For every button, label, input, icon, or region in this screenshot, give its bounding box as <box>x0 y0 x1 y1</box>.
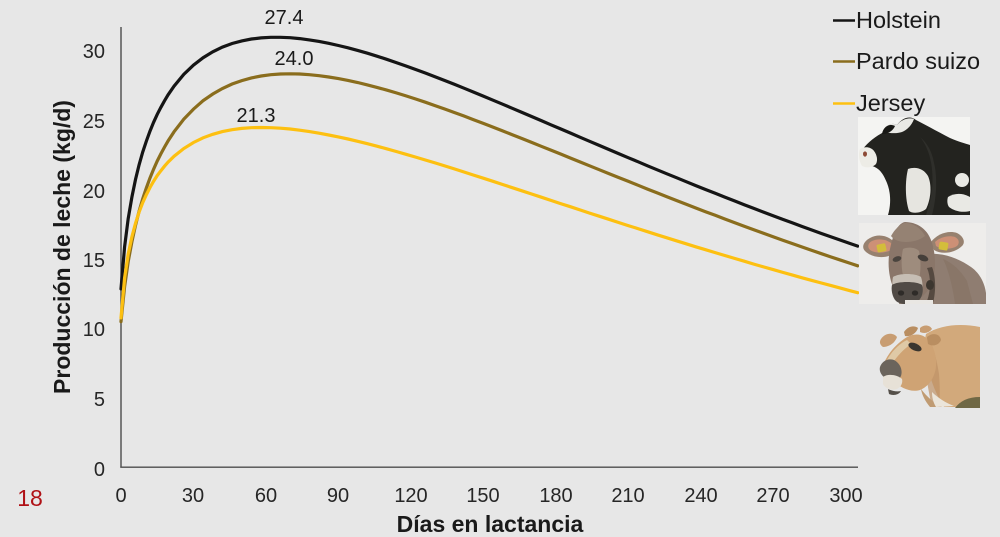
svg-text:Holstein: Holstein <box>856 7 941 33</box>
svg-text:60: 60 <box>255 485 277 507</box>
svg-text:15: 15 <box>83 250 105 272</box>
svg-text:21.3: 21.3 <box>237 105 276 127</box>
svg-text:18: 18 <box>17 485 43 511</box>
svg-text:Producción de leche (kg/d): Producción de leche (kg/d) <box>49 100 75 394</box>
svg-text:Días en lactancia: Días en lactancia <box>397 511 584 537</box>
svg-text:10: 10 <box>83 319 105 341</box>
svg-text:Pardo suizo: Pardo suizo <box>856 48 980 74</box>
svg-text:30: 30 <box>83 41 105 63</box>
svg-text:210: 210 <box>611 485 644 507</box>
svg-text:300: 300 <box>829 485 862 507</box>
svg-text:5: 5 <box>94 389 105 411</box>
svg-text:27.4: 27.4 <box>265 7 304 29</box>
svg-text:24.0: 24.0 <box>275 48 314 70</box>
svg-text:0: 0 <box>115 485 126 507</box>
svg-text:270: 270 <box>756 485 789 507</box>
svg-text:120: 120 <box>394 485 427 507</box>
svg-text:0: 0 <box>94 459 105 481</box>
svg-text:240: 240 <box>684 485 717 507</box>
svg-text:25: 25 <box>83 111 105 133</box>
svg-text:90: 90 <box>327 485 349 507</box>
svg-text:180: 180 <box>539 485 572 507</box>
svg-text:30: 30 <box>182 485 204 507</box>
svg-text:20: 20 <box>83 181 105 203</box>
svg-text:Jersey: Jersey <box>856 90 925 116</box>
svg-text:150: 150 <box>466 485 499 507</box>
